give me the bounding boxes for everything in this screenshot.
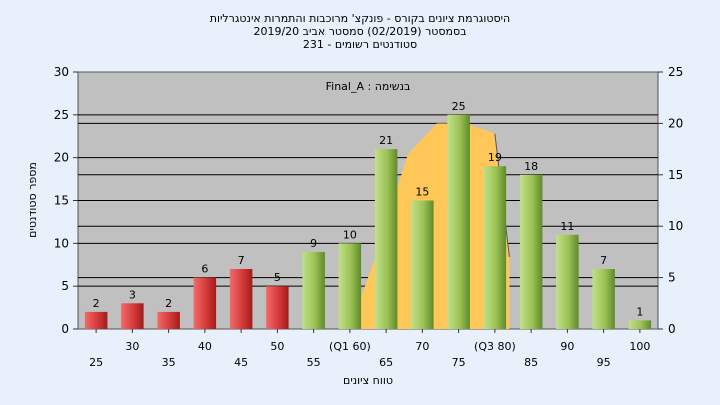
x-tick-label-12: 85	[524, 356, 538, 369]
bar-2	[157, 311, 180, 329]
bar-label-3: 6	[201, 263, 208, 276]
x-tick-label-10: 75	[452, 356, 466, 369]
bar-label-5: 5	[274, 271, 281, 284]
x-tick-label-8: 65	[379, 356, 393, 369]
bar-1	[121, 303, 144, 329]
bar-label-12: 18	[524, 160, 538, 173]
bar-label-4: 7	[238, 254, 245, 267]
title-line-2: בסמסטר (02/2019) סמסטר אביב 2019/20	[253, 25, 466, 38]
y-tick-label-0: 0	[61, 322, 69, 336]
bar-label-10: 25	[452, 100, 466, 113]
y2-tick-label-3: 15	[668, 168, 683, 182]
y-axis-label: מספר סטודנטים	[26, 162, 39, 238]
bar-label-14: 7	[600, 254, 607, 267]
bar-label-9: 15	[415, 186, 429, 199]
y-tick-label-4: 20	[54, 151, 69, 165]
x-tick-label-2: 35	[162, 356, 176, 369]
y2-tick-label-2: 10	[668, 219, 683, 233]
y2-tick-label-5: 25	[668, 65, 683, 79]
bar-label-7: 10	[343, 228, 357, 241]
x-tick-label-1: 30	[125, 340, 139, 353]
annotation-label: Final_A : בנשימה	[326, 80, 411, 93]
x-tick-label-3: 40	[198, 340, 212, 353]
x-tick-label-14: 95	[597, 356, 611, 369]
bar-label-15: 1	[636, 305, 643, 318]
x-tick-label-9: 70	[415, 340, 429, 353]
bar-4	[229, 269, 253, 329]
bar-0	[84, 311, 108, 329]
y-tick-label-5: 25	[54, 108, 69, 122]
bar-8	[374, 149, 398, 329]
title-line-1: היסטוגרמת ציונים בקורס - פונקצ' מרוכבות …	[210, 12, 511, 25]
y-tick-label-1: 5	[61, 279, 69, 293]
title-line-3: 231 - סטודנטים רשומים	[303, 38, 417, 51]
bar-11	[483, 166, 507, 329]
bar-10	[447, 114, 470, 329]
y2-tick-label-1: 5	[668, 271, 676, 285]
x-tick-label-4: 45	[234, 356, 248, 369]
y-tick-label-6: 30	[54, 65, 69, 79]
bar-label-13: 11	[560, 220, 574, 233]
y2-tick-label-0: 0	[668, 322, 676, 336]
x-tick-label-15: 100	[629, 340, 650, 353]
bars	[84, 114, 652, 329]
y-axis-left: 0 5 10 15 20 25 30	[54, 65, 78, 336]
y2-tick-label-4: 20	[668, 116, 683, 130]
bar-value-labels: 2 3 2 6 7 5 9 10 21 15 25 19 18 11 7 1	[93, 100, 644, 319]
x-tick-label-5: 50	[270, 340, 284, 353]
x-tick-label-0: 25	[89, 356, 103, 369]
bar-label-6: 9	[310, 237, 317, 250]
x-tick-label-7: (Q1 60)	[329, 340, 371, 353]
bar-7	[338, 243, 362, 329]
chart-title: היסטוגרמת ציונים בקורס - פונקצ' מרוכבות …	[210, 12, 511, 51]
x-tick-label-6: 55	[307, 356, 321, 369]
x-tick-label-13: 90	[560, 340, 574, 353]
y-tick-label-3: 15	[54, 194, 69, 208]
x-axis-label: טווח ציונים	[343, 374, 393, 387]
bar-label-2: 2	[165, 297, 172, 310]
bar-3	[193, 277, 217, 329]
bar-12	[519, 174, 543, 329]
y-axis-right: 0 5 10 15 20 25	[658, 65, 683, 336]
bar-label-0: 2	[93, 297, 100, 310]
bar-label-11: 19	[488, 151, 502, 164]
x-tick-label-11: (Q3 80)	[474, 340, 516, 353]
bar-9	[411, 200, 434, 329]
bar-6	[302, 251, 325, 329]
bar-label-8: 21	[379, 134, 393, 147]
y-tick-label-2: 10	[54, 236, 69, 250]
bar-5	[266, 286, 289, 329]
x-axis: 25 30 35 40 45 50 55 (Q1 60) 65 70 75 (Q3 80) 85 90 95…	[89, 329, 650, 369]
bar-13	[556, 234, 579, 329]
bar-label-1: 3	[129, 288, 136, 301]
bar-14	[592, 269, 615, 329]
bar-15	[628, 320, 652, 329]
